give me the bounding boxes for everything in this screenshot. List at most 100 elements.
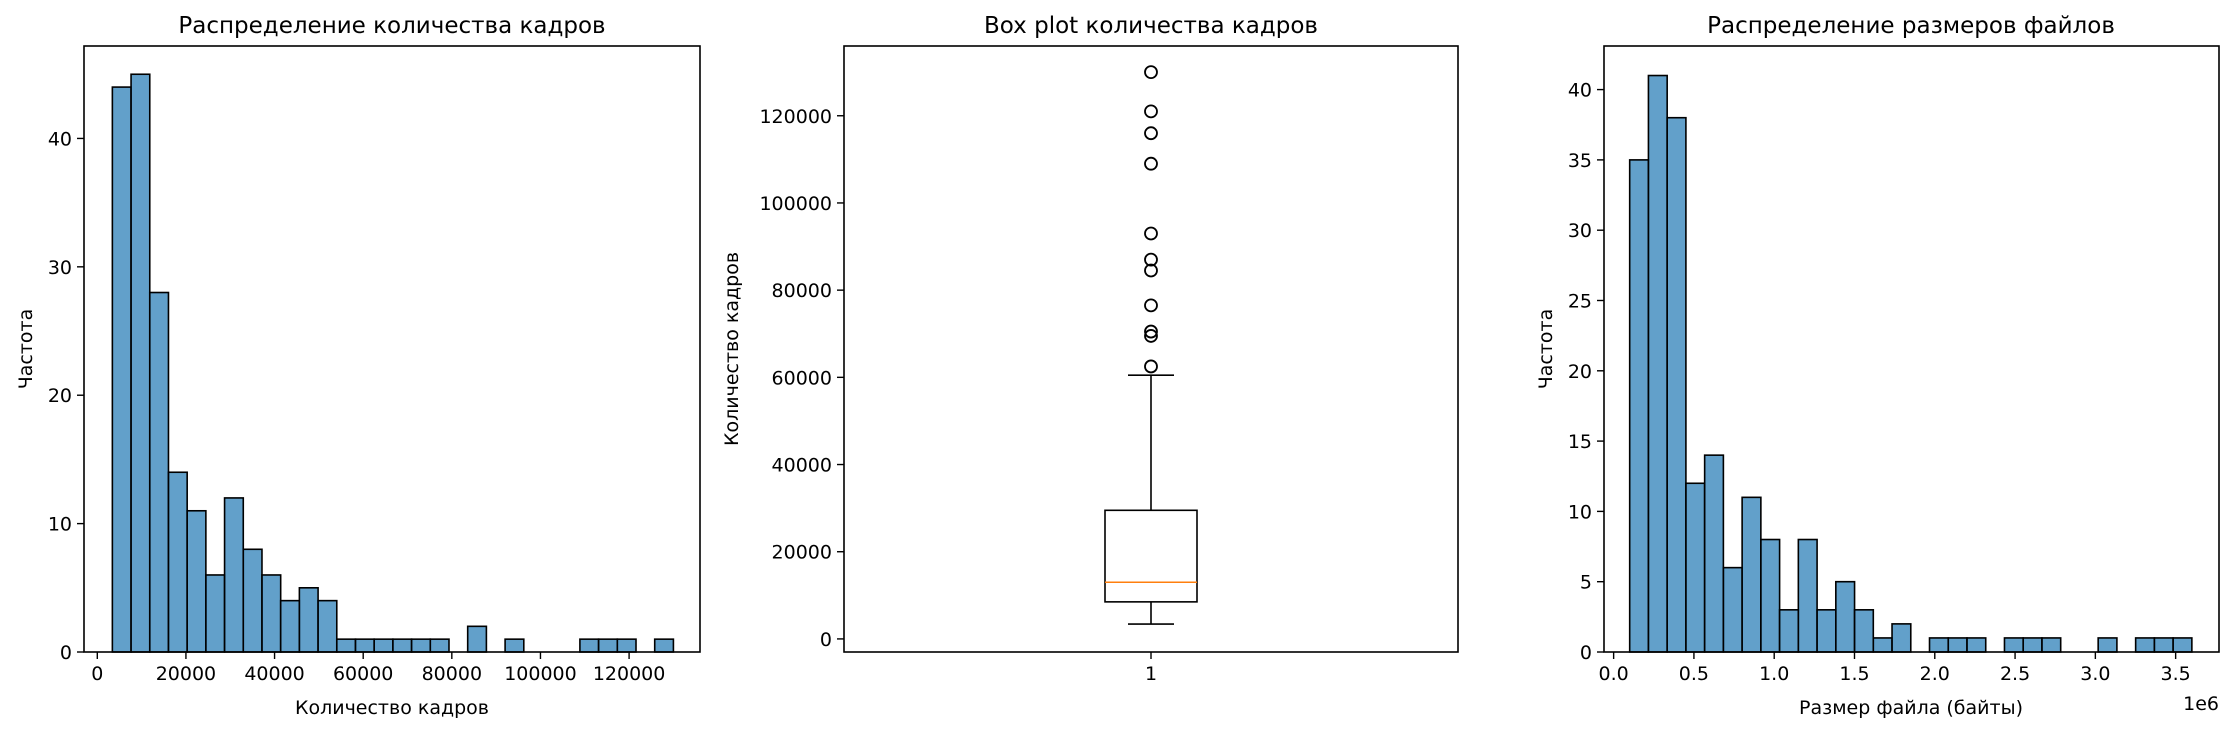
histogram-bar: [1928, 637, 1950, 653]
histogram-bar: [261, 574, 282, 653]
x-tick-label: 0.0: [1599, 663, 1629, 685]
x-tick-label: 0.5: [1679, 663, 1709, 685]
y-tick-label: 80000: [772, 280, 832, 302]
histogram-bar: [335, 638, 357, 653]
histogram-bar: [504, 638, 525, 653]
outlier-point: [1144, 263, 1158, 278]
y-tick-label: 30: [1568, 220, 1592, 242]
histogram-bar: [111, 86, 132, 653]
y-tick-label: 0: [60, 642, 72, 664]
y-tick-label: 40: [48, 128, 72, 150]
chart-title-boxplot: Box plot количества кадров: [984, 13, 1318, 39]
x-tick-label: 40000: [244, 663, 304, 685]
y-tick-label: 15: [1568, 431, 1592, 453]
histogram-bar: [205, 574, 226, 653]
histogram-bar: [223, 497, 245, 653]
outlier-point: [1144, 359, 1158, 374]
y-tick-label: 40000: [772, 455, 832, 477]
y-tick-label: 60000: [772, 367, 832, 389]
x-axis-label: Количество кадров: [295, 697, 489, 719]
x-tick-label: 2.0: [1920, 663, 1950, 685]
x-tick-label: 1.5: [1839, 663, 1869, 685]
outlier-point: [1144, 65, 1158, 80]
y-tick-label: 40: [1568, 80, 1592, 102]
histogram-bar: [279, 599, 301, 653]
outlier-point: [1144, 156, 1158, 171]
histogram-bar: [392, 638, 413, 653]
y-tick-label: 100000: [759, 193, 832, 215]
histogram-bar: [410, 638, 432, 653]
x-tick-label: 20000: [156, 663, 216, 685]
x-tick-label: 3.5: [2161, 663, 2191, 685]
histogram-bar: [298, 587, 319, 653]
histogram-bar: [317, 599, 338, 653]
y-axis-label: Частота: [15, 309, 37, 390]
histogram-bar: [186, 509, 207, 653]
histogram-bar: [1835, 580, 1856, 653]
y-axis-label: Количество кадров: [721, 252, 743, 446]
x-axis-offset-label: 1e6: [2183, 693, 2219, 715]
y-tick-label: 35: [1568, 150, 1592, 172]
outlier-point: [1144, 126, 1158, 141]
chart-title-file-size: Распределение размеров файлов: [1707, 13, 2115, 39]
x-tick-label: 0: [91, 663, 103, 685]
y-tick-label: 25: [1568, 290, 1592, 312]
histogram-bar: [1760, 538, 1781, 653]
y-tick-label: 0: [1580, 642, 1592, 664]
histogram-bar: [2041, 637, 2062, 653]
x-tick-label: 100000: [504, 663, 577, 685]
plot-frame: [1603, 45, 2220, 653]
outlier-point: [1144, 226, 1158, 241]
histogram-bar: [653, 638, 675, 653]
histogram-bar: [1816, 609, 1837, 653]
histogram-bar: [1778, 609, 1800, 653]
outlier-point: [1144, 104, 1158, 119]
box-iqr: [1104, 509, 1198, 603]
histogram-bar: [1628, 159, 1650, 653]
histogram-bar: [2022, 637, 2043, 653]
outlier-point: [1144, 298, 1158, 313]
y-tick-label: 10: [48, 514, 72, 536]
y-tick-label: 0: [820, 629, 832, 651]
histogram-bar: [1872, 637, 1893, 653]
histogram-bar: [1703, 454, 1725, 653]
histogram-bar: [2134, 637, 2156, 653]
x-tick-label: 80000: [422, 663, 482, 685]
y-tick-label: 10: [1568, 501, 1592, 523]
histogram-bar: [2003, 637, 2025, 653]
histogram-bar: [148, 291, 170, 653]
x-axis-label: Размер файла (байты): [1799, 697, 2023, 719]
histogram-bar: [1647, 74, 1668, 653]
histogram-bar: [1797, 538, 1818, 653]
histogram-bar: [1722, 566, 1743, 653]
histogram-bar: [2097, 637, 2118, 653]
y-tick-label: 30: [48, 257, 72, 279]
x-tick-label: 1: [1145, 663, 1157, 685]
x-tick-label: 2.5: [2000, 663, 2030, 685]
histogram-bar: [1853, 609, 1875, 653]
histogram-bar: [354, 638, 375, 653]
panel-frame-count-histogram: Распределение количества кадров 0 20000 40…: [15, 13, 701, 719]
histogram-bar: [579, 638, 600, 653]
x-tick-label: 60000: [333, 663, 393, 685]
histogram-bar: [1947, 637, 1968, 653]
histogram-bar: [1666, 116, 1687, 653]
y-tick-label: 20: [48, 385, 72, 407]
histogram-bar: [1741, 496, 1762, 653]
outlier-point: [1144, 324, 1158, 339]
chart-title-frame-count: Распределение количества кадров: [178, 13, 605, 39]
x-tick-label: 3.0: [2080, 663, 2110, 685]
x-tick-label: 120000: [593, 663, 666, 685]
histogram-bar: [597, 638, 619, 653]
panel-file-size-histogram: Распределение размеров файлов 0.0 0.5 1.0 1…: [1535, 13, 2220, 719]
histogram-bar: [466, 625, 488, 653]
x-tick-label: 1.0: [1759, 663, 1789, 685]
histogram-bar: [242, 548, 263, 653]
y-tick-label: 20: [1568, 361, 1592, 383]
histogram-bar: [1966, 637, 1987, 653]
histogram-bar: [2153, 637, 2174, 653]
panel-frame-count-boxplot: Box plot количества кадров 0 20000 40000 60…: [721, 13, 1459, 685]
histogram-bar: [167, 471, 188, 653]
histogram-bar: [1891, 623, 1912, 653]
